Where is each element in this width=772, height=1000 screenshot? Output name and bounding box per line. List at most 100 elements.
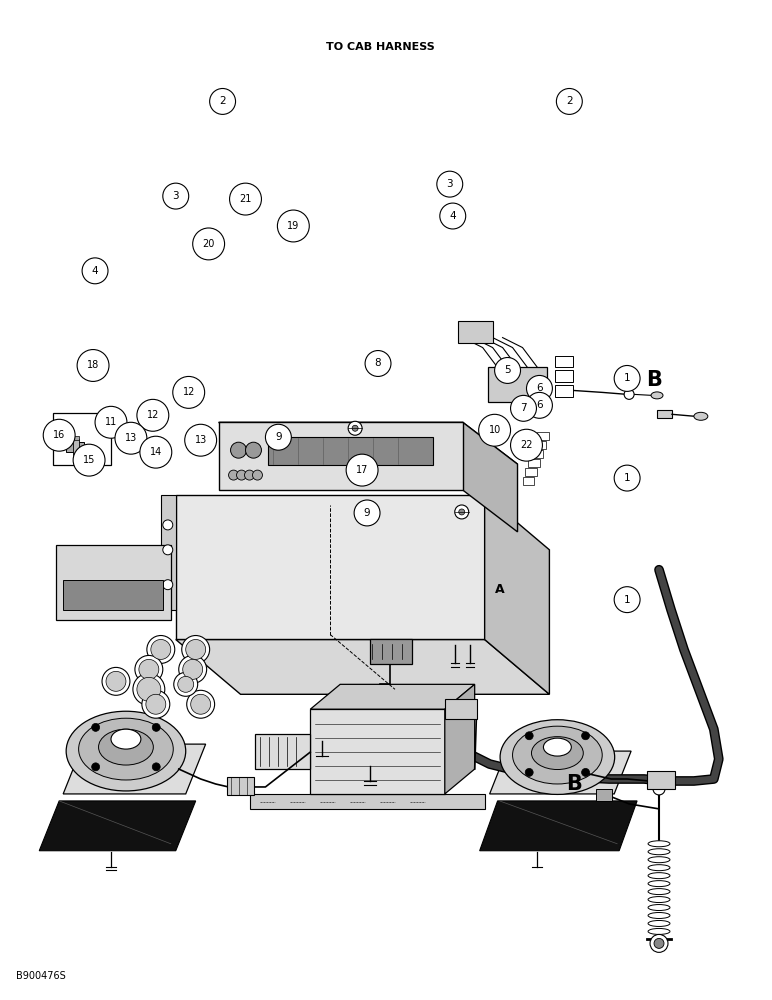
Circle shape	[163, 580, 173, 590]
FancyBboxPatch shape	[555, 356, 574, 367]
Text: 3: 3	[446, 179, 453, 189]
Circle shape	[615, 587, 640, 613]
Ellipse shape	[111, 729, 141, 749]
Circle shape	[185, 424, 217, 456]
Text: 22: 22	[520, 440, 533, 450]
Circle shape	[437, 171, 462, 197]
Circle shape	[183, 659, 203, 679]
Ellipse shape	[648, 913, 670, 918]
Circle shape	[525, 768, 533, 776]
Polygon shape	[310, 684, 475, 709]
Circle shape	[73, 444, 105, 476]
Circle shape	[92, 763, 100, 771]
Circle shape	[231, 442, 246, 458]
Circle shape	[178, 676, 194, 692]
Circle shape	[173, 376, 205, 408]
Circle shape	[43, 419, 75, 451]
Circle shape	[191, 694, 211, 714]
FancyBboxPatch shape	[310, 709, 445, 794]
Ellipse shape	[648, 881, 670, 887]
Circle shape	[142, 690, 170, 718]
Text: A: A	[495, 583, 504, 596]
Circle shape	[245, 442, 262, 458]
Circle shape	[179, 655, 207, 683]
Text: 18: 18	[87, 360, 99, 370]
Circle shape	[186, 639, 205, 659]
FancyBboxPatch shape	[218, 422, 462, 490]
Circle shape	[510, 395, 537, 421]
Circle shape	[140, 436, 172, 468]
Circle shape	[92, 723, 100, 731]
FancyBboxPatch shape	[555, 385, 574, 397]
Ellipse shape	[648, 849, 670, 855]
FancyBboxPatch shape	[647, 771, 675, 789]
Text: 4: 4	[92, 266, 98, 276]
Text: 5: 5	[504, 365, 511, 375]
FancyBboxPatch shape	[256, 734, 310, 769]
FancyBboxPatch shape	[226, 777, 255, 795]
FancyBboxPatch shape	[269, 437, 433, 465]
Text: 10: 10	[489, 425, 501, 435]
FancyBboxPatch shape	[537, 432, 550, 440]
Circle shape	[135, 655, 163, 683]
Circle shape	[147, 636, 174, 663]
Circle shape	[527, 392, 553, 418]
Text: 6: 6	[536, 400, 543, 410]
FancyBboxPatch shape	[53, 413, 111, 465]
Circle shape	[365, 351, 391, 376]
Polygon shape	[161, 495, 176, 610]
FancyBboxPatch shape	[458, 321, 493, 343]
Circle shape	[654, 938, 664, 948]
Polygon shape	[218, 422, 517, 464]
Ellipse shape	[648, 928, 670, 934]
Text: 15: 15	[83, 455, 95, 465]
Circle shape	[557, 88, 582, 114]
Ellipse shape	[694, 412, 708, 420]
Text: B: B	[646, 370, 662, 390]
Text: B: B	[567, 774, 582, 794]
Circle shape	[133, 673, 164, 705]
Ellipse shape	[500, 720, 615, 794]
Circle shape	[495, 358, 520, 383]
Polygon shape	[462, 422, 517, 532]
Text: 11: 11	[105, 417, 117, 427]
Circle shape	[346, 454, 378, 486]
Circle shape	[624, 389, 634, 399]
Circle shape	[236, 470, 246, 480]
Circle shape	[266, 424, 291, 450]
Polygon shape	[479, 801, 637, 851]
Ellipse shape	[648, 841, 670, 847]
Polygon shape	[176, 639, 550, 694]
Circle shape	[137, 399, 169, 431]
Circle shape	[152, 723, 161, 731]
Circle shape	[615, 465, 640, 491]
Circle shape	[348, 421, 362, 435]
FancyBboxPatch shape	[526, 468, 537, 476]
Circle shape	[106, 671, 126, 691]
FancyBboxPatch shape	[56, 545, 171, 620]
Circle shape	[163, 183, 188, 209]
Circle shape	[354, 500, 380, 526]
Circle shape	[650, 934, 668, 952]
Circle shape	[653, 783, 665, 795]
Circle shape	[440, 203, 466, 229]
Text: 13: 13	[125, 433, 137, 443]
Polygon shape	[176, 495, 485, 639]
FancyBboxPatch shape	[63, 580, 163, 610]
Circle shape	[479, 414, 510, 446]
Circle shape	[277, 210, 310, 242]
Polygon shape	[489, 751, 631, 794]
Circle shape	[187, 690, 215, 718]
Circle shape	[102, 667, 130, 695]
Ellipse shape	[651, 392, 663, 399]
Circle shape	[151, 639, 171, 659]
Ellipse shape	[543, 738, 571, 756]
Circle shape	[181, 636, 210, 663]
Circle shape	[163, 520, 173, 530]
Ellipse shape	[648, 857, 670, 863]
Polygon shape	[485, 495, 550, 694]
Text: 9: 9	[364, 508, 371, 518]
Text: 19: 19	[287, 221, 300, 231]
FancyBboxPatch shape	[529, 459, 540, 467]
Circle shape	[459, 509, 465, 515]
